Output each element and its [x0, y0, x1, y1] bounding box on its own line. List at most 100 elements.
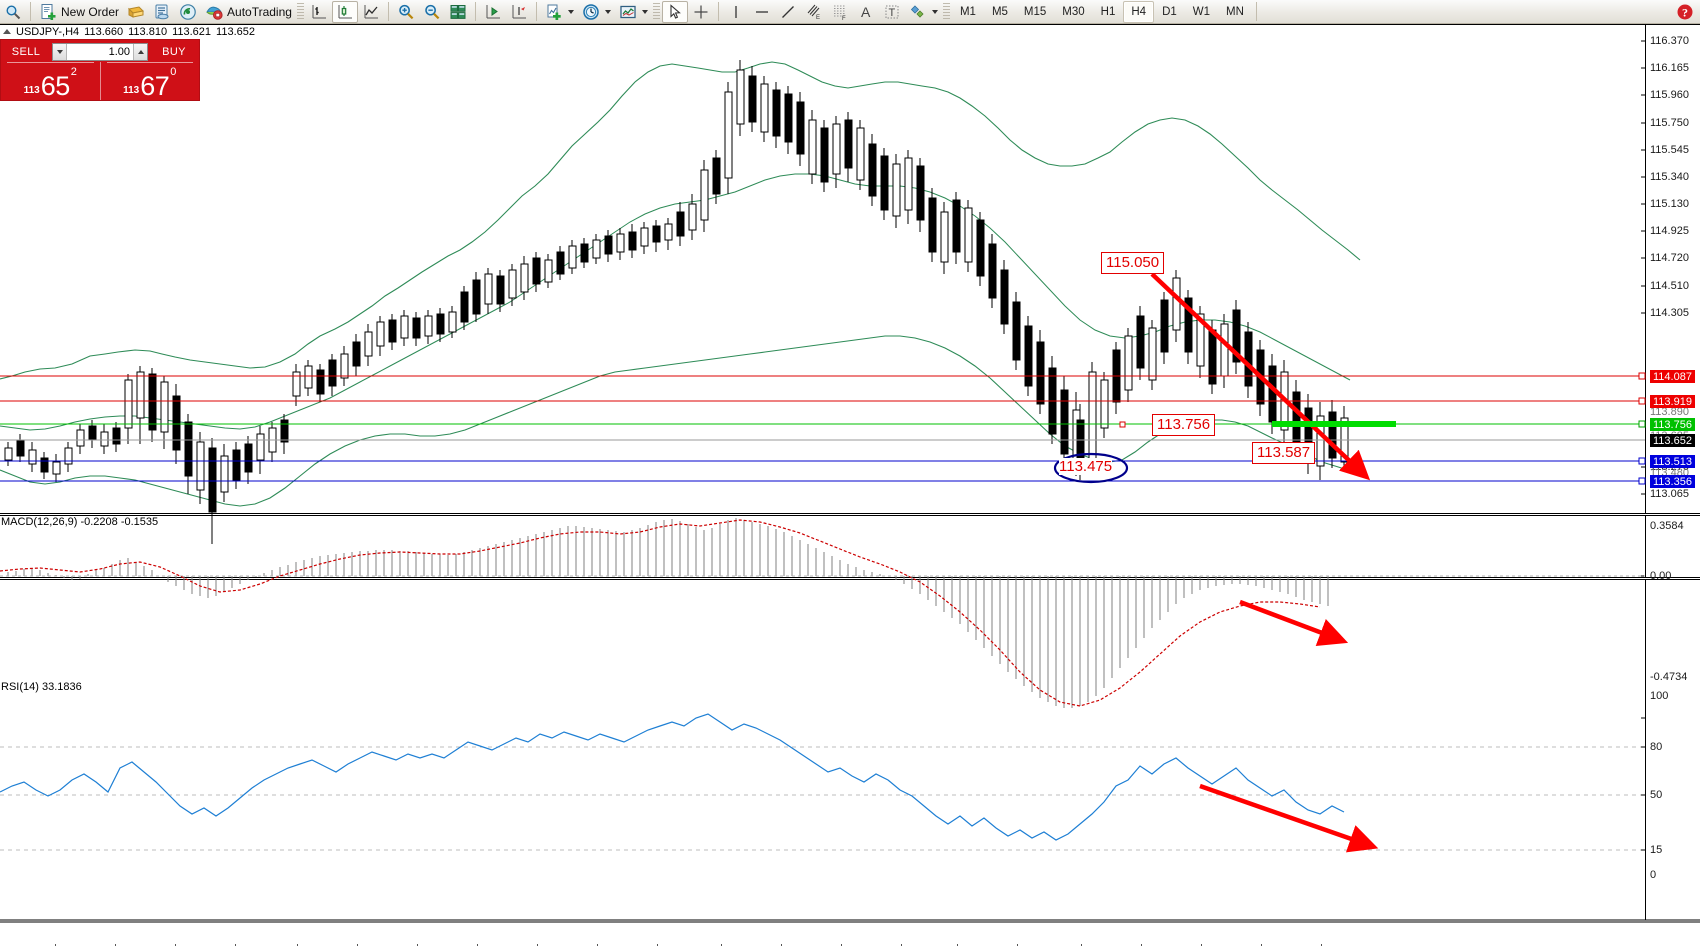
ohlc-high: 113.810	[128, 25, 168, 38]
new-order-button[interactable]: New Order	[35, 1, 123, 23]
zoom-in-button[interactable]	[393, 1, 419, 23]
price-chip-114087[interactable]: 114.087	[1650, 370, 1695, 383]
annotation-113587[interactable]: 113.587	[1252, 442, 1316, 464]
add-indicator-button[interactable]	[541, 1, 578, 23]
chart-collapse-icon[interactable]	[3, 29, 11, 34]
annotation-113756[interactable]: 113.756	[1152, 414, 1216, 436]
autotrading-icon	[205, 3, 223, 21]
price-tick: 114.720	[1650, 252, 1689, 264]
timeframe-h1[interactable]: H1	[1100, 5, 1116, 18]
magnifier-icon	[4, 3, 22, 21]
macd-signal-line	[0, 519, 1321, 707]
annotation-115050[interactable]: 115.050	[1101, 252, 1165, 274]
line-chart-icon	[362, 3, 380, 21]
text-label-button[interactable]: A	[853, 1, 879, 23]
wallet-button[interactable]	[123, 1, 149, 23]
autotrading-button[interactable]: AutoTrading	[201, 1, 296, 23]
vertical-line-button[interactable]	[723, 1, 749, 23]
bar-chart-button[interactable]	[306, 1, 332, 23]
equidistant-channel-button[interactable]: E	[801, 1, 827, 23]
templates-button[interactable]	[615, 1, 652, 23]
fibonacci-retracement-button[interactable]: F	[827, 1, 853, 23]
downtrend-arrow-price	[1150, 272, 1371, 481]
one-click-trading-panel: SELL 1.00 BUY 113 65 2 113 67 0	[0, 39, 200, 101]
candlestick-chart-button[interactable]	[331, 0, 358, 23]
timeframe-m5[interactable]: M5	[991, 5, 1008, 18]
downtrend-arrow-macd	[1239, 599, 1349, 646]
help-button[interactable]: ?	[1672, 1, 1698, 23]
horizontal-line-button[interactable]	[749, 1, 775, 23]
bollinger-middle	[0, 173, 1351, 431]
timeframe-h4[interactable]: H4	[1123, 0, 1155, 23]
wallet-icon	[127, 3, 145, 21]
zoom-out-icon	[423, 3, 441, 21]
buy-price-prefix: 113	[123, 85, 140, 96]
auto-scroll-button[interactable]	[506, 1, 532, 23]
terminal-button[interactable]	[149, 1, 175, 23]
objects-list-button[interactable]	[905, 1, 942, 23]
crosshair-icon	[692, 3, 710, 21]
rsi-line	[0, 713, 1345, 841]
price-tick: 114.510	[1650, 280, 1689, 292]
zoom-out-button[interactable]	[419, 1, 445, 23]
toolbar-grip-3[interactable]	[942, 2, 950, 21]
period-button[interactable]	[578, 1, 615, 23]
timeframe-d1[interactable]: D1	[1162, 5, 1177, 18]
fibonacci-retracement-icon: F	[831, 3, 849, 22]
chevron-down-icon[interactable]	[641, 9, 648, 14]
macd-title: MACD(12,26,9) -0.2208 -0.1535	[1, 516, 159, 528]
toolbar-grip-1[interactable]	[296, 2, 304, 21]
bollinger-upper	[0, 61, 1361, 380]
line-chart-button[interactable]	[358, 1, 384, 23]
timeframe-m1[interactable]: M1	[959, 5, 976, 18]
symbol-label: USDJPY-,H4	[16, 25, 80, 38]
chart-shift-icon	[484, 3, 502, 21]
chevron-down-icon[interactable]	[567, 9, 574, 14]
signals-icon	[179, 3, 197, 21]
text-box-button[interactable]: T	[879, 1, 905, 23]
volume-decrement-button[interactable]	[53, 44, 67, 60]
buy-button[interactable]: BUY	[162, 46, 186, 58]
chevron-down-icon[interactable]	[604, 9, 611, 14]
buy-quote[interactable]: 113 67 0	[99, 62, 200, 100]
volume-stepper[interactable]: 1.00	[52, 43, 148, 61]
sell-price-prefix: 113	[23, 85, 40, 96]
price-chip-113756[interactable]: 113.756	[1650, 418, 1695, 431]
rsi-tick: 15	[1650, 844, 1663, 856]
toolbar-grip-2[interactable]	[652, 2, 660, 21]
price-tick: 114.925	[1650, 225, 1689, 237]
timeframe-w1[interactable]: W1	[1192, 5, 1211, 18]
chart-canvas[interactable]: 116.370 116.165 115.960 115.750 115.545 …	[0, 24, 1700, 946]
timeframe-m30[interactable]: M30	[1062, 5, 1085, 18]
candlestick-chart-icon	[336, 3, 354, 21]
sell-price-fraction: 2	[70, 66, 77, 78]
trendline-button[interactable]	[775, 1, 801, 23]
timeframe-mn[interactable]: MN	[1226, 5, 1244, 18]
zoom-in-icon	[397, 3, 415, 21]
add-indicator-icon	[545, 3, 563, 21]
crosshair-button[interactable]	[688, 1, 714, 23]
cursor-arrow-icon	[666, 3, 684, 21]
find-icon[interactable]	[0, 1, 26, 23]
macd-tick: 0.3584	[1650, 520, 1684, 532]
macd-tick: -0.4734	[1650, 671, 1688, 683]
price-tick: 115.340	[1650, 171, 1689, 183]
cursor-arrow-button[interactable]	[661, 0, 688, 23]
sell-quote[interactable]: 113 65 2	[1, 62, 100, 100]
annotation-113475[interactable]: 113.475	[1059, 458, 1113, 475]
volume-input[interactable]: 1.00	[108, 46, 130, 58]
sell-price-big: 65	[40, 71, 71, 101]
signals-button[interactable]	[175, 1, 201, 23]
price-chip-113919[interactable]: 113.919	[1650, 395, 1695, 408]
price-chip-113356[interactable]: 113.356	[1650, 475, 1695, 488]
buy-price-fraction: 0	[170, 66, 177, 78]
timeframe-m15[interactable]: M15	[1023, 5, 1047, 18]
chart-shift-button[interactable]	[480, 1, 506, 23]
volume-increment-button[interactable]	[133, 44, 147, 60]
price-chip-113652[interactable]: 113.652	[1650, 434, 1695, 447]
downtrend-arrow-rsi	[1199, 783, 1379, 853]
sell-button[interactable]: SELL	[11, 46, 41, 58]
chevron-down-icon[interactable]	[931, 9, 938, 14]
tile-windows-button[interactable]	[445, 1, 471, 23]
price-chip-113513[interactable]: 113.513	[1650, 455, 1695, 468]
